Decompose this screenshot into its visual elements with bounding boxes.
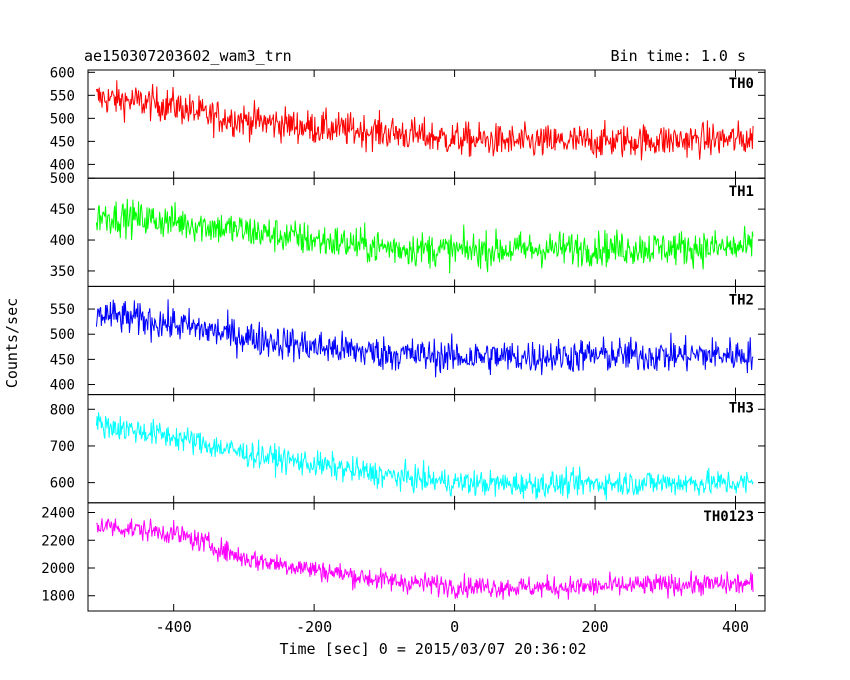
panels: 400 450 500 550 600 TH0 350 400 450 500 TH1 400 450 5… — [41, 65, 766, 636]
series-line-th2 — [95, 299, 754, 378]
y-tick-label: 2200 — [41, 533, 75, 549]
y-tick-label: 2000 — [41, 561, 75, 577]
y-tick-label: 450 — [50, 134, 75, 150]
panel-label: TH1 — [729, 184, 754, 200]
panel-label: TH3 — [729, 401, 754, 417]
y-tick-label: 550 — [50, 302, 75, 318]
y-tick-label: 400 — [50, 378, 75, 394]
panel-frame — [87, 69, 766, 179]
y-tick-label: 500 — [50, 171, 75, 187]
y-tick-label: 800 — [50, 402, 75, 418]
y-tick-label: 600 — [50, 65, 75, 81]
y-tick-label: 450 — [50, 202, 75, 218]
panel-frame — [87, 502, 766, 612]
x-axis-label: Time [sec] 0 = 2015/03/07 20:36:02 — [279, 640, 586, 658]
panel-frame — [87, 394, 766, 504]
y-axis-label: Counts/sec — [3, 298, 21, 388]
panel-label: TH2 — [729, 292, 754, 308]
panel-th1: 350 400 450 500 TH1 — [50, 171, 766, 287]
x-tick-label: 400 — [722, 618, 749, 636]
series-line-th1 — [95, 199, 754, 274]
chart-title: ae150307203602_wam3_trn — [84, 47, 292, 65]
y-tick-label: 500 — [50, 327, 75, 343]
y-tick-label: 700 — [50, 439, 75, 455]
x-tick-label: -200 — [296, 618, 332, 636]
y-tick-label: 2400 — [41, 506, 75, 522]
series-line-th3 — [95, 412, 754, 501]
panel-th0123: 1800 2000 2200 2400 TH0123 — [41, 502, 766, 612]
series-line-th0 — [95, 80, 754, 161]
y-tick-label: 400 — [50, 157, 75, 173]
y-tick-label: 1800 — [41, 589, 75, 605]
y-tick-label: 600 — [50, 476, 75, 492]
y-tick-label: 500 — [50, 111, 75, 127]
x-tick-label: -400 — [156, 618, 192, 636]
x-tick-label: 0 — [450, 618, 459, 636]
panel-th0: 400 450 500 550 600 TH0 — [50, 65, 766, 179]
panel-th3: 600 700 800 TH3 — [50, 394, 766, 504]
series-line-th0123 — [96, 518, 754, 600]
y-tick-label: 350 — [50, 264, 75, 280]
bin-time-label: Bin time: 1.0 s — [611, 47, 746, 65]
panel-frame — [87, 285, 766, 396]
y-tick-label: 400 — [50, 233, 75, 249]
y-tick-label: 550 — [50, 88, 75, 104]
y-tick-label: 450 — [50, 352, 75, 368]
x-tick-label: 200 — [582, 618, 609, 636]
panel-label: TH0 — [729, 76, 754, 92]
panel-label: TH0123 — [703, 509, 754, 525]
panel-th2: 400 450 500 550 TH2 — [50, 285, 766, 396]
